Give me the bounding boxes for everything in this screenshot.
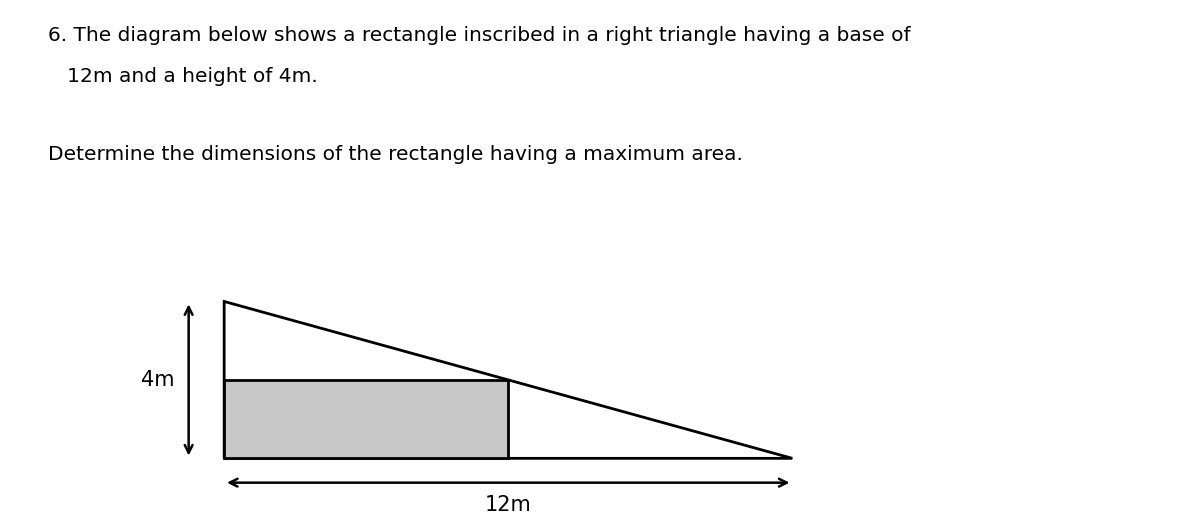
- Text: 12m: 12m: [485, 495, 532, 515]
- Bar: [224, 380, 509, 459]
- Text: 6. The diagram below shows a rectangle inscribed in a right triangle having a ba: 6. The diagram below shows a rectangle i…: [48, 26, 911, 45]
- Text: 4m: 4m: [142, 370, 175, 390]
- Text: 12m and a height of 4m.: 12m and a height of 4m.: [48, 67, 318, 86]
- Text: Determine the dimensions of the rectangle having a maximum area.: Determine the dimensions of the rectangl…: [48, 145, 743, 164]
